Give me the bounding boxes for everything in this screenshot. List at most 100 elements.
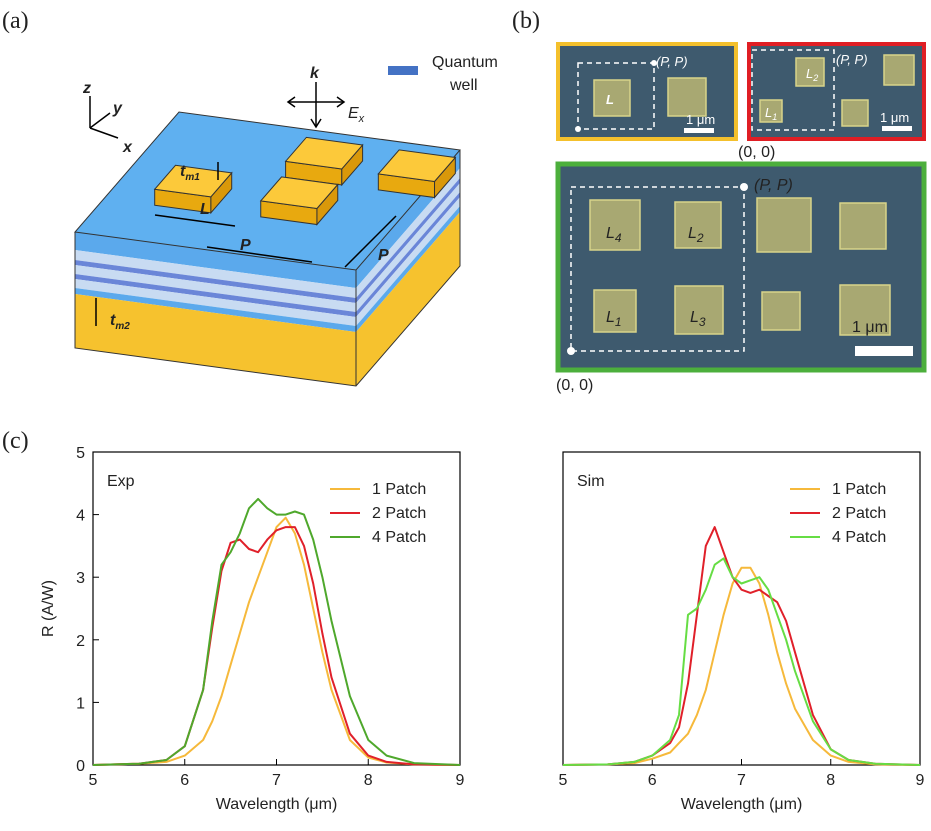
x-tick-label: 7 (272, 772, 281, 789)
patch-top (377, 149, 457, 183)
series-line (562, 566, 921, 766)
axis-z: z (82, 80, 91, 97)
patch (795, 57, 825, 87)
t-sub: m2 (115, 321, 130, 332)
patch (759, 99, 783, 123)
legend-text: well (449, 77, 478, 94)
patch-label: L (606, 92, 614, 107)
patch-label: L2 (688, 225, 704, 245)
x-tick-label: 8 (364, 772, 373, 789)
layer (356, 178, 460, 303)
patch-label: L3 (690, 309, 706, 329)
p-arrow (206, 246, 313, 263)
l-main: L (806, 66, 813, 81)
k-label: k (310, 65, 320, 82)
scale-bars (567, 60, 913, 356)
patch (593, 79, 631, 117)
scale-bar (882, 126, 912, 131)
patch-top (153, 164, 233, 198)
legend-label: 4 Patch (372, 529, 426, 546)
layer (356, 192, 460, 317)
layer (75, 260, 356, 303)
scale-label: 1 μm (880, 110, 909, 125)
panel-a: (a) z y x k Ex Quantum well tm1 tm2 (2, 8, 498, 387)
sem-patches (589, 54, 915, 336)
patch (839, 284, 891, 336)
panel-label: (b) (512, 8, 540, 34)
axis-arrow (89, 127, 119, 139)
y-tick-label: 4 (76, 508, 85, 525)
patch (761, 291, 801, 331)
l-label: L (200, 201, 210, 218)
l-sub: 1 (615, 315, 622, 329)
t-main: t (180, 163, 186, 180)
plot-frame (562, 451, 921, 766)
corner-label: (P, P) (656, 54, 688, 69)
x-axis-label: Wavelength (μm) (681, 796, 803, 813)
patch-label: L1 (606, 309, 622, 329)
patch (674, 201, 722, 249)
chart: 5 6 7 8 9 0 1 2 3 4 5 Wavelength (μm) R (A/W) Exp 1 Pa… (40, 445, 465, 813)
layer (75, 294, 356, 386)
patch (756, 197, 812, 253)
panel-label: (c) (2, 428, 29, 454)
l-main: L (765, 105, 772, 120)
panel-label: (a) (2, 8, 29, 34)
e-sub: x (358, 113, 365, 125)
t-main: t (110, 312, 116, 329)
l-sub: 3 (699, 315, 706, 329)
tm2-label: tm2 (110, 312, 130, 332)
layer (75, 288, 356, 332)
origin-label: (0, 0) (738, 144, 775, 161)
y-tick-label: 3 (76, 570, 85, 587)
arrow-head (310, 118, 322, 129)
patch-label: L2 (806, 66, 818, 83)
x-tick-label: 7 (737, 772, 746, 789)
x-tick-label: 6 (180, 772, 189, 789)
scale-bar (855, 346, 913, 356)
legend-label: 1 Patch (832, 481, 886, 498)
e-label: Ex (348, 105, 365, 125)
patch (667, 77, 707, 117)
corner-dot (567, 347, 575, 355)
y-tick-label: 0 (76, 758, 85, 775)
scale-label: 1 μm (686, 112, 715, 127)
chart-title: Sim (577, 473, 605, 490)
series-line (92, 516, 461, 766)
l-main: L (690, 309, 699, 326)
l-sub: 1 (772, 112, 777, 122)
y-tick-label: 5 (76, 445, 85, 462)
layer (356, 212, 460, 386)
patch-label: L4 (606, 225, 622, 245)
patch-label: L1 (765, 105, 777, 122)
patch (674, 285, 724, 335)
e-main: E (348, 105, 359, 122)
plot-frame (92, 451, 461, 766)
layer (356, 206, 460, 332)
l-sub: 2 (812, 73, 818, 83)
x-tick-label: 6 (648, 772, 657, 789)
unit-cells (570, 49, 835, 352)
dimension-arrows (95, 162, 397, 326)
unit-cell (570, 186, 745, 352)
x-tick-label: 9 (456, 772, 465, 789)
series-line (562, 557, 921, 766)
patch (841, 99, 869, 127)
device-diagram (74, 111, 461, 387)
p-arrow (344, 215, 397, 268)
arrow-head (336, 96, 346, 108)
legend-label: 4 Patch (832, 529, 886, 546)
l-sub: 4 (615, 231, 622, 245)
x-tick-label: 8 (826, 772, 835, 789)
axis-triad (89, 96, 119, 139)
l-sub: 2 (696, 231, 704, 245)
patch (883, 54, 915, 86)
axis-y: y (112, 100, 123, 117)
layer (75, 279, 356, 326)
l-arrow (154, 214, 236, 227)
tm1-label: tm1 (180, 163, 200, 183)
patch (839, 202, 887, 250)
l-main: L (606, 225, 615, 242)
patch (593, 289, 637, 333)
